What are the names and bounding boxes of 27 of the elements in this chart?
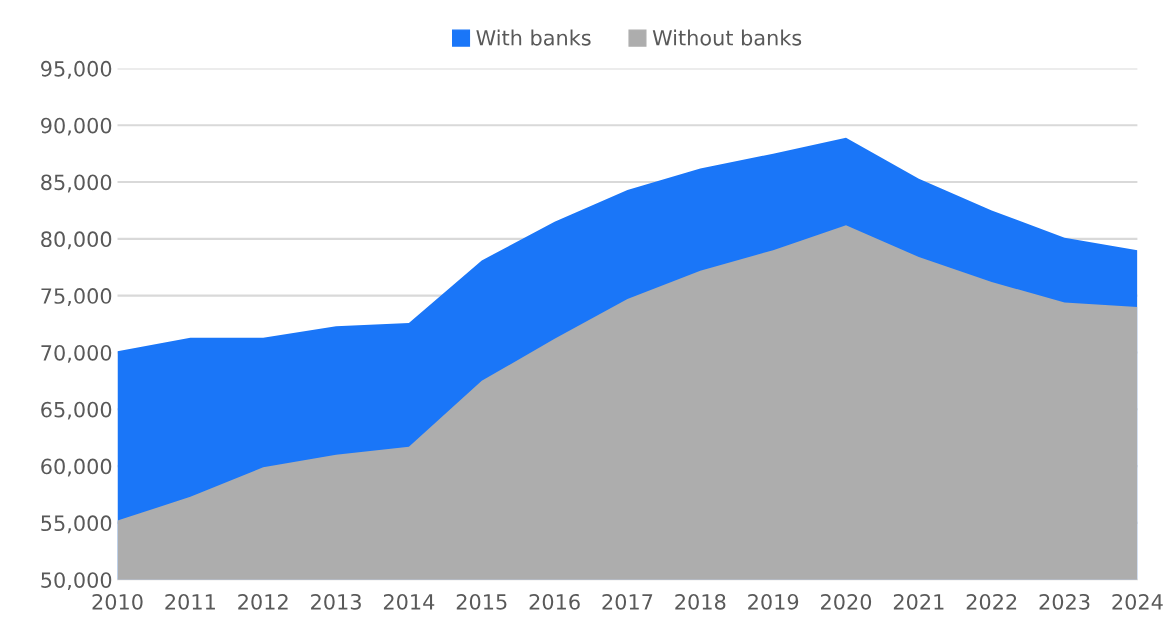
y-tick-label: 50,000: [41, 572, 112, 591]
x-tick-label: 2023: [1039, 593, 1090, 610]
x-tick-label: 2024: [1112, 593, 1163, 610]
y-tick-label: 85,000: [41, 174, 112, 193]
x-tick-label: 2015: [456, 593, 507, 610]
x-tick-label: 2012: [238, 593, 288, 610]
y-tick-label: 60,000: [41, 458, 112, 477]
x-tick-label: 2021: [893, 593, 944, 610]
y-tick-label: 55,000: [41, 515, 112, 534]
x-tick-label: 2017: [602, 593, 653, 610]
y-tick-label: 80,000: [41, 231, 112, 250]
x-tick-label: 2011: [165, 593, 215, 610]
x-tick-label: 2016: [529, 593, 580, 610]
x-tick-label: 2020: [821, 593, 872, 610]
legend-label: With banks: [476, 29, 591, 46]
x-tick-label: 2018: [675, 593, 726, 610]
x-tick-label: 2022: [966, 593, 1017, 610]
y-tick-label: 65,000: [41, 401, 112, 420]
x-tick-label: 2019: [748, 593, 799, 610]
y-tick-label: 95,000: [41, 60, 112, 79]
x-tick-label: 2010: [92, 593, 143, 610]
legend-label: Without banks: [652, 29, 802, 46]
y-tick-label: 90,000: [41, 117, 112, 136]
x-tick-label: 2013: [311, 593, 361, 610]
y-tick-label: 75,000: [41, 288, 112, 306]
x-tick-label: 2014: [383, 593, 435, 610]
y-tick-label: 70,000: [41, 344, 112, 363]
